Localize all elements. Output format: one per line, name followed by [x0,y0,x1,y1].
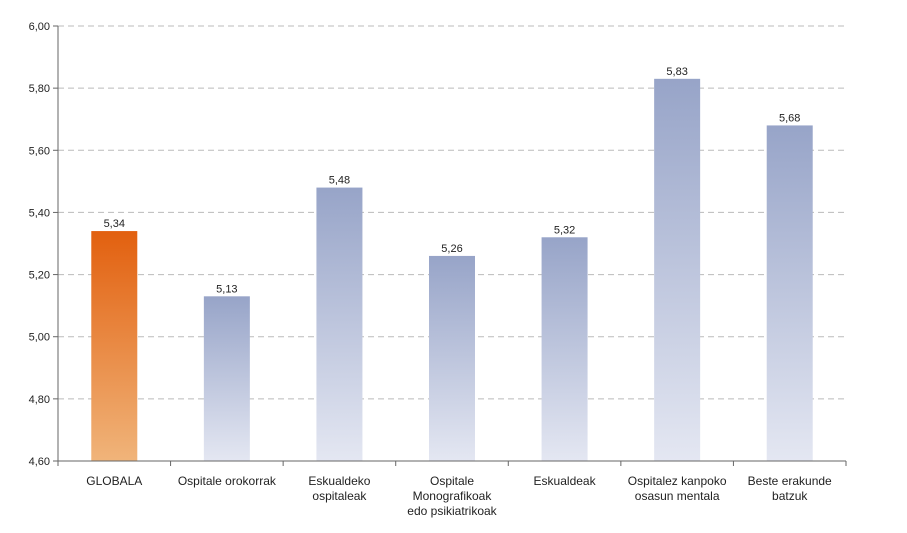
x-tick-label: Eskualdeko ospitaleak [308,474,370,503]
y-tick-label: 5,40 [29,207,50,219]
x-tick-label: Eskualdeak [534,474,597,488]
x-tick-label: Ospitale Monografikoak edo psikiatrikoak [407,474,497,518]
data-label: 5,26 [441,243,462,255]
data-label: 5,32 [554,224,575,236]
y-tick-label: 4,60 [29,456,50,468]
bars [91,78,813,462]
y-tick-label: 5,00 [29,332,50,344]
y-tick-label: 4,80 [29,394,50,406]
labels: 4,60 4,80 5,00 5,20 5,40 5,60 5,80 6,00 5,34 GLOB… [29,21,832,518]
y-tick-label: 5,20 [29,270,50,282]
bar [316,187,363,462]
x-tick-label: GLOBALA [86,474,142,488]
x-tick-label: Ospitalez kanpoko osasun mentala [628,474,727,503]
data-label: 5,34 [104,218,125,230]
data-label: 5,83 [666,66,687,78]
bar [91,231,138,461]
x-tick-label: Ospitale orokorrak [178,474,277,488]
y-tick-label: 5,80 [29,83,50,95]
bar [766,125,813,461]
y-tick-label: 6,00 [29,21,50,33]
axes [53,25,847,466]
data-label: 5,48 [329,175,350,187]
data-label: 5,13 [216,283,237,295]
bar [654,78,701,462]
y-tick-label: 5,60 [29,145,50,157]
bar [541,237,588,461]
data-label: 5,68 [779,112,800,124]
bar [203,296,250,461]
bar [429,255,475,461]
x-tick-label: Beste erakunde batzuk [748,474,832,503]
